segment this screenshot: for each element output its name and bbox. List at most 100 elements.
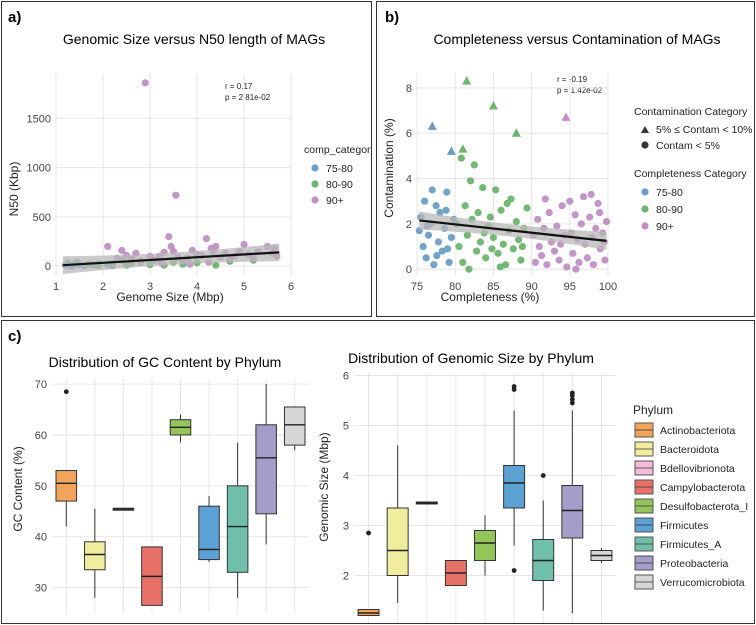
b-point-75-80 bbox=[443, 188, 451, 196]
legend-label-campylobacterota: Campylobacterota bbox=[660, 482, 745, 494]
b-point-90plus bbox=[575, 258, 583, 266]
legend-label-firmicutes-a: Firmicutes_A bbox=[660, 539, 721, 551]
a-point-90plus bbox=[172, 191, 180, 199]
c1-box-bacteroidota bbox=[84, 541, 106, 571]
c2-ytick: 5 bbox=[343, 421, 349, 433]
legend-label-actinobacteriota: Actinobacteriota bbox=[660, 425, 735, 437]
a-ytick: 1000 bbox=[27, 163, 51, 175]
a-xtick: 2 bbox=[100, 281, 106, 293]
c2-outlier-firmicutes bbox=[511, 568, 517, 573]
a-point-90plus bbox=[165, 232, 173, 241]
c1-box-proteobacteria bbox=[255, 424, 277, 515]
b-point-90plus bbox=[531, 258, 540, 266]
panel-c: c) Distribution of GC Content by Phylum … bbox=[1, 320, 755, 624]
chart-b-legend1-title: Contamination Category bbox=[634, 106, 748, 118]
a-point-80-90 bbox=[212, 261, 220, 269]
chart-b-title: Completeness versus Contamination of MAG… bbox=[433, 31, 720, 47]
b-point-75-80 bbox=[443, 245, 452, 253]
c2-ytick: 2 bbox=[343, 571, 349, 583]
a-point-90plus bbox=[118, 246, 126, 254]
legend-a-label-80-90: 80-90 bbox=[326, 179, 353, 191]
b-xtick: 85 bbox=[487, 281, 499, 293]
c1-box-verrucomicrobiota bbox=[283, 406, 306, 446]
chart-b: b) Completeness versus Contamination of … bbox=[382, 9, 753, 304]
c2-outlier-proteobacteria bbox=[569, 390, 575, 396]
b-xtick: 90 bbox=[525, 281, 537, 293]
chart-b-ylabel: Contamination (%) bbox=[382, 118, 396, 217]
b-point-80-90 bbox=[499, 240, 507, 248]
a-xtick: 4 bbox=[194, 281, 200, 293]
b-plot: 75 80 85 90 95 100 0 2 4 6 8 bbox=[406, 72, 617, 293]
legend-a-label-75-80: 75-80 bbox=[326, 163, 353, 175]
b-triangle-80-90 bbox=[511, 128, 521, 137]
c1-ytick: 60 bbox=[35, 430, 47, 442]
panel-a: a) Genomic Size versus N50 length of MAG… bbox=[1, 1, 372, 317]
chart-a-xlabel: Genome Size (Mbp) bbox=[116, 290, 223, 304]
legend-label-bacteroidota: Bacteroidota bbox=[660, 444, 719, 456]
b-point-75-80 bbox=[436, 208, 444, 217]
a-xtick: 3 bbox=[147, 281, 153, 293]
c1-plot: 30 40 50 60 70 bbox=[35, 379, 309, 613]
b-point-80-90 bbox=[461, 202, 469, 210]
b-point-90plus bbox=[579, 193, 588, 201]
c2-outlier-firmicutes-a bbox=[540, 473, 546, 478]
c2-ytick: 4 bbox=[343, 471, 349, 483]
b-point-75-80 bbox=[433, 252, 441, 260]
b-point-80-90 bbox=[518, 242, 527, 251]
legend-label-verrucomicrobiota: Verrucomicrobiota bbox=[660, 577, 745, 589]
b-point-75-80 bbox=[430, 261, 438, 269]
b-point-90plus bbox=[595, 208, 604, 217]
b-point-90plus bbox=[594, 199, 602, 208]
b-ytick: 6 bbox=[406, 128, 412, 140]
legend-label-bdellovibrionota: Bdellovibrionota bbox=[660, 463, 735, 475]
b-point-80-90 bbox=[455, 242, 463, 251]
b-xtick: 95 bbox=[564, 281, 576, 293]
legend-b-swatch-75-80 bbox=[641, 188, 649, 196]
a-ytick: 0 bbox=[45, 261, 51, 273]
b-point-80-90 bbox=[503, 199, 511, 208]
b-point-80-90 bbox=[512, 218, 520, 226]
c1-box-firmicutes bbox=[198, 505, 220, 561]
a-xtick: 6 bbox=[288, 281, 294, 293]
legend-label-proteobacteria: Proteobacteria bbox=[660, 558, 728, 570]
legend-label-desulfobacterota-i: Desulfobacterota_I bbox=[660, 501, 748, 513]
a-plot: 1 2 3 4 5 6 0 500 1000 1500 bbox=[27, 74, 294, 293]
b-point-90plus bbox=[586, 213, 594, 221]
phylum-legend-title: Phylum bbox=[633, 403, 673, 417]
chart-a-title: Genomic Size versus N50 length of MAGs bbox=[63, 31, 325, 47]
c2-box-firmicutes bbox=[503, 465, 526, 509]
b-point-80-90 bbox=[489, 233, 497, 242]
b-point-90plus bbox=[563, 263, 571, 271]
b-xtick: 100 bbox=[599, 281, 617, 293]
b-point-90plus bbox=[589, 261, 598, 269]
b-point-80-90 bbox=[486, 213, 494, 221]
b-point-90plus bbox=[566, 197, 574, 205]
c2-ytick: 6 bbox=[343, 371, 349, 383]
b-ytick: 4 bbox=[406, 174, 412, 186]
b-point-80-90 bbox=[517, 256, 525, 264]
chart-c1-title: Distribution of GC Content by Phylum bbox=[49, 354, 282, 370]
b-point-90plus bbox=[602, 218, 611, 226]
a-point-90plus bbox=[202, 234, 210, 243]
c2-outlier-proteobacteria bbox=[569, 400, 575, 406]
b-point-80-90 bbox=[472, 247, 481, 255]
legend-b-label-high-contam: 5% ≤ Contam < 10% bbox=[656, 124, 753, 136]
b-point-80-90 bbox=[466, 177, 475, 185]
c2-ytick: 3 bbox=[343, 521, 349, 533]
legend-label-firmicutes: Firmicutes bbox=[660, 520, 708, 532]
b-triangle-80-90 bbox=[488, 101, 498, 110]
chart-a-p: p = 2.81e-02 bbox=[225, 93, 271, 102]
b-ytick: 8 bbox=[406, 83, 412, 95]
c1-box-firmicutes-a bbox=[226, 485, 249, 573]
legend-b-label-90plus: 90+ bbox=[656, 221, 674, 233]
b-point-75-80 bbox=[424, 231, 433, 239]
chart-a-legend-title: comp_category bbox=[304, 144, 371, 156]
chart-a-r: r = 0.17 bbox=[225, 82, 253, 91]
c2-box-desulfobacterota-i bbox=[474, 530, 496, 561]
chart-a: a) Genomic Size versus N50 length of MAG… bbox=[7, 9, 371, 304]
b-point-80-90 bbox=[523, 204, 531, 212]
legend-a-swatch-80-90 bbox=[311, 180, 319, 188]
panel-b: b) Completeness versus Contamination of … bbox=[376, 1, 755, 317]
legend-b-label-75-80: 75-80 bbox=[656, 187, 683, 199]
b-triangle-90plus bbox=[561, 112, 571, 121]
